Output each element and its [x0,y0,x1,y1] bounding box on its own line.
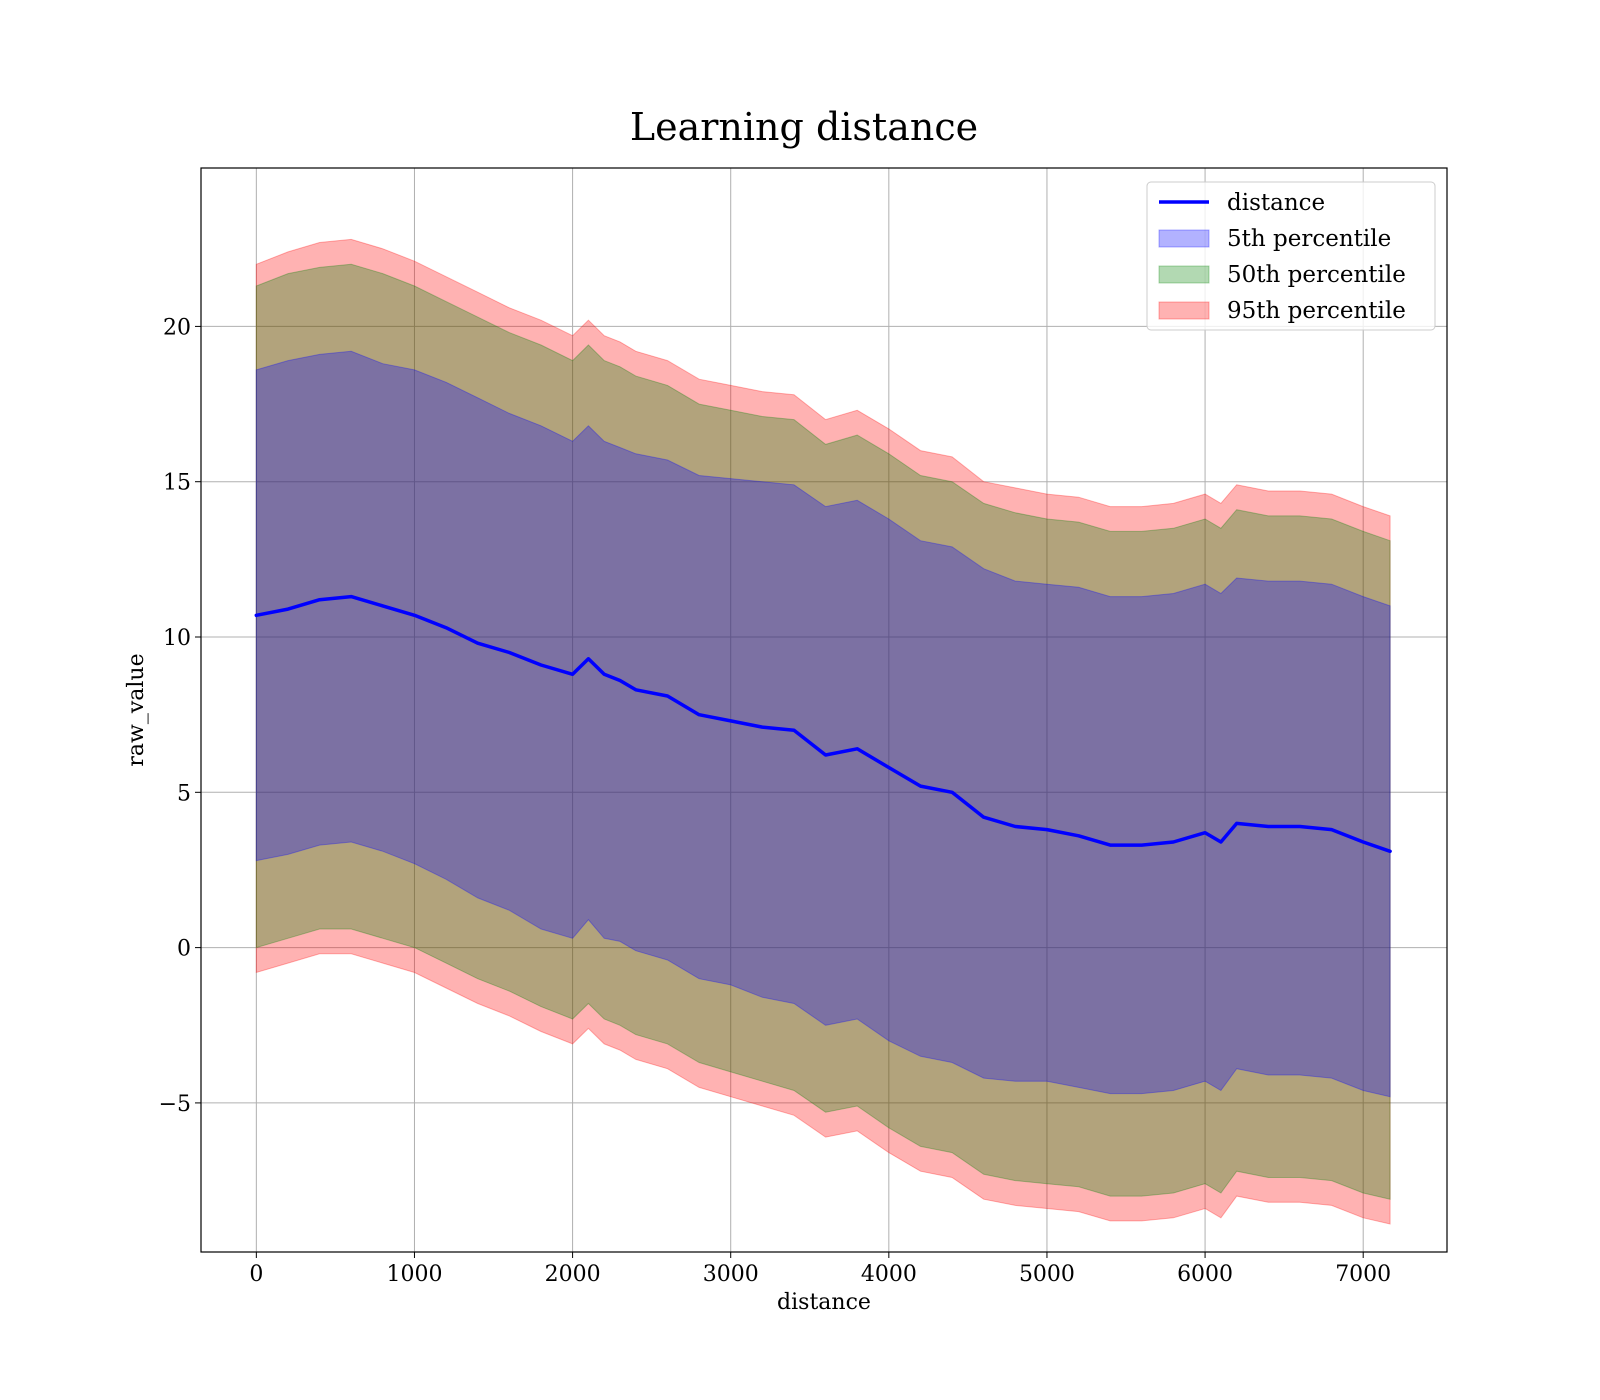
legend: distance 5th percentile 50th percentile 95t… [1146,181,1436,331]
legend-swatch-50th-percentile [1158,265,1210,284]
y-tick-label: 0 [177,937,191,962]
axis-ticks: 0 1000 2000 3000 4000 5000 6000 7000 −5 0 5 10 15 20 [159,315,1392,1287]
chart-title: Learning distance [630,105,978,149]
x-tick-label: 5000 [1019,1262,1075,1287]
x-tick-label: 0 [249,1262,263,1287]
band-5th-percentile [255,350,1391,1098]
y-tick-label: 20 [163,315,191,340]
x-tick-label: 6000 [1177,1262,1233,1287]
legend-label-5th-percentile: 5th percentile [1227,226,1391,252]
x-tick-label: 2000 [545,1262,601,1287]
legend-label-95th-percentile: 95th percentile [1227,298,1406,324]
y-tick-label: 10 [163,626,191,651]
y-axis-label: raw_value [124,653,149,766]
legend-box [1146,181,1436,331]
y-tick-label: −5 [159,1092,191,1117]
legend-swatch-95th-percentile [1158,301,1210,320]
x-tick-label: 7000 [1335,1262,1391,1287]
x-tick-label: 3000 [703,1262,759,1287]
y-tick-label: 15 [163,471,191,496]
legend-label-50th-percentile: 50th percentile [1227,262,1406,288]
legend-label-distance: distance [1227,190,1325,216]
series-lines [254,594,1392,854]
plot-frame [200,167,1448,1253]
x-tick-label: 1000 [386,1262,442,1287]
band-95th-percentile [255,238,1391,1225]
percentile-bands [255,238,1391,1225]
legend-swatch-5th-percentile [1158,229,1210,248]
x-axis-label: distance [777,1290,871,1315]
y-tick-label: 5 [177,781,191,806]
band-50th-percentile [255,263,1391,1200]
line-distance [254,594,1392,854]
x-tick-label: 4000 [861,1262,917,1287]
